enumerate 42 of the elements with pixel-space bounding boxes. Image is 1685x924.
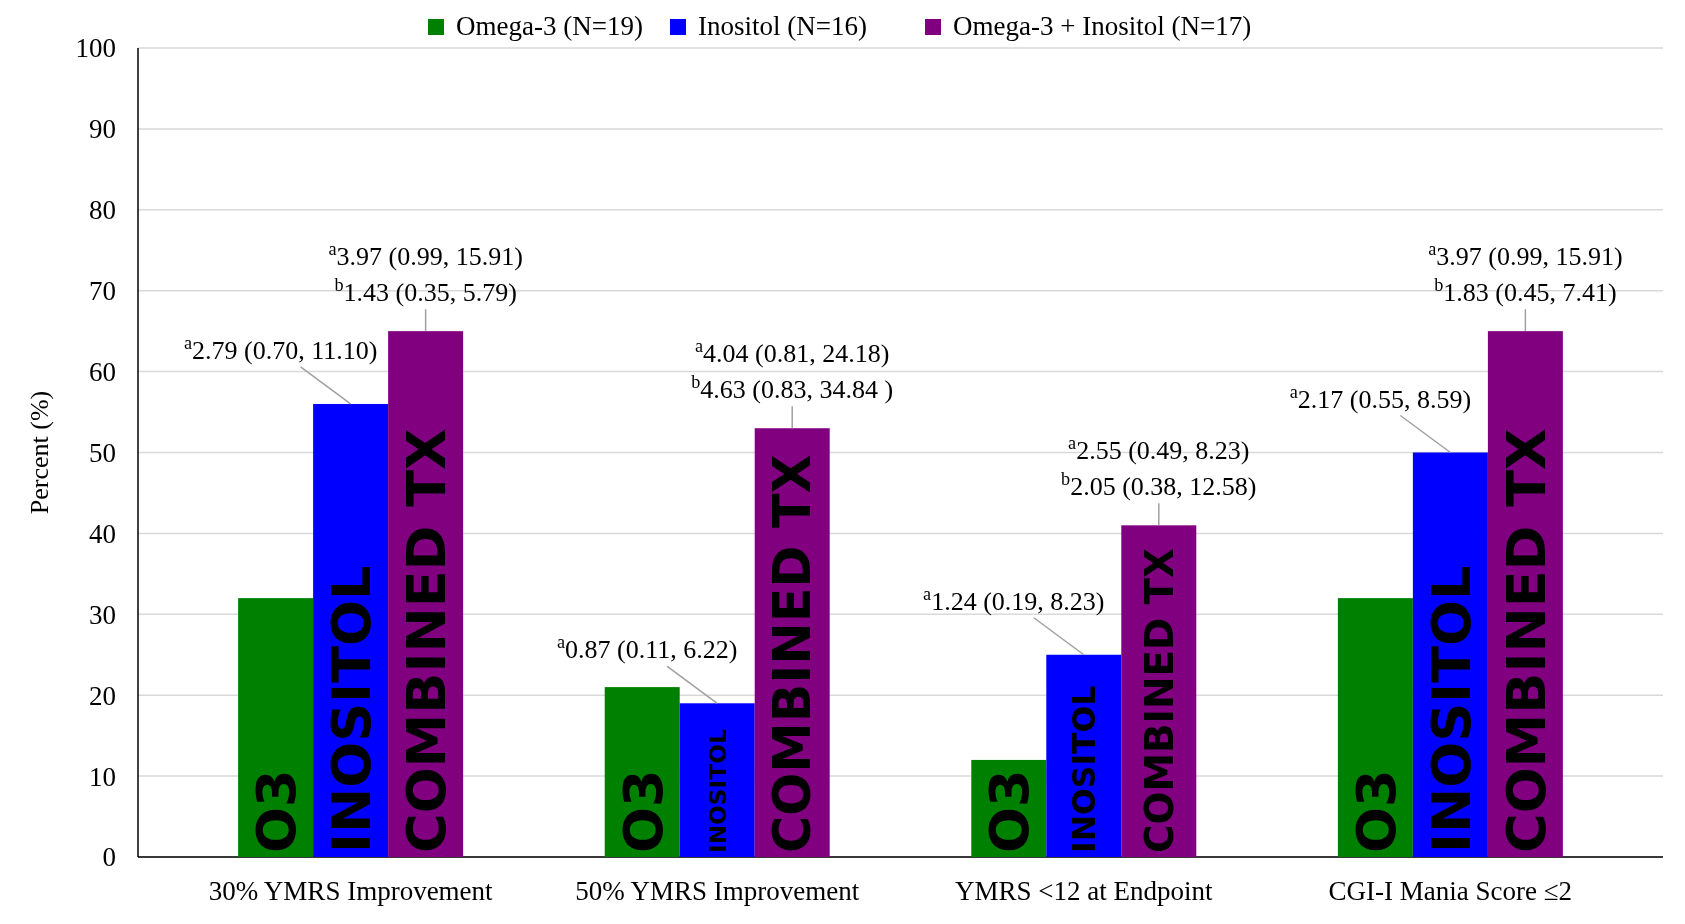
annotation: INOSITOL	[1419, 565, 1483, 853]
data-label: $^{a}$0.87 (0.11, 6.22)	[556, 632, 738, 665]
annotation: O3	[611, 769, 675, 853]
y-tick-label: 50	[89, 437, 116, 468]
x-tick-label: 50% YMRS Improvement	[575, 876, 860, 906]
y-tick-label: 40	[89, 518, 116, 549]
annotation: COMBINED TX	[395, 428, 459, 853]
legend-label: Omega-3 (N=19)	[456, 11, 643, 41]
bar	[679, 703, 755, 857]
legend-label: Omega-3 + Inositol (N=17)	[953, 11, 1252, 41]
data-label: $^{a}$1.24 (0.19, 8.23)	[923, 583, 1105, 616]
annotation: COMBINED TX	[1494, 428, 1558, 853]
legend-label: Inositol (N=16)	[698, 11, 867, 41]
y-tick-label: 100	[75, 33, 116, 64]
data-label: $^{a}$4.04 (0.81, 24.18) $^{b}$4.63 (0.83, 34.84 )	[691, 336, 894, 405]
y-tick-label: 30	[89, 599, 116, 630]
annotation: COMBINED TX	[763, 454, 823, 853]
data-label: $^{a}$2.17 (0.55, 8.59)	[1289, 381, 1472, 414]
annotation: INOSITOL	[320, 565, 384, 853]
y-tick-label: 60	[89, 357, 116, 388]
y-tick-label: 90	[89, 114, 116, 145]
annotation: INOSITOL	[1066, 685, 1103, 853]
annotation: O3	[978, 769, 1042, 853]
data-label: $^{a}$2.79 (0.70, 11.10)	[183, 332, 378, 365]
y-tick-label: 0	[102, 842, 116, 873]
y-tick-label: 70	[89, 276, 116, 307]
y-tick-label: 80	[89, 195, 116, 226]
annotation: O3	[1344, 769, 1408, 853]
x-tick-label: YMRS <12 at Endpoint	[955, 876, 1214, 906]
annotation: INOSITOL	[703, 729, 731, 853]
x-tick-label: CGI-I Mania Score ≤2	[1328, 876, 1573, 906]
bar	[238, 598, 314, 857]
bar	[1337, 598, 1413, 857]
y-axis-title: Percent (%)	[25, 390, 54, 515]
annotation: O3	[245, 769, 309, 853]
data-label: $^{a}$2.55 (0.49, 8.23) $^{b}$2.05 (0.38, 12.58)	[1061, 433, 1257, 502]
y-tick-label: 10	[89, 761, 116, 792]
data-label: $^{a}$3.97 (0.99, 15.91) $^{b}$1.43 (0.35, 5.79)	[328, 239, 523, 308]
data-label: $^{a}$3.97 (0.99, 15.91) $^{b}$1.83 (0.45, 7.41)	[1428, 239, 1623, 308]
y-tick-label: 20	[89, 680, 116, 711]
x-tick-label: 30% YMRS Improvement	[208, 876, 494, 906]
annotation: COMBINED TX	[1136, 548, 1182, 853]
